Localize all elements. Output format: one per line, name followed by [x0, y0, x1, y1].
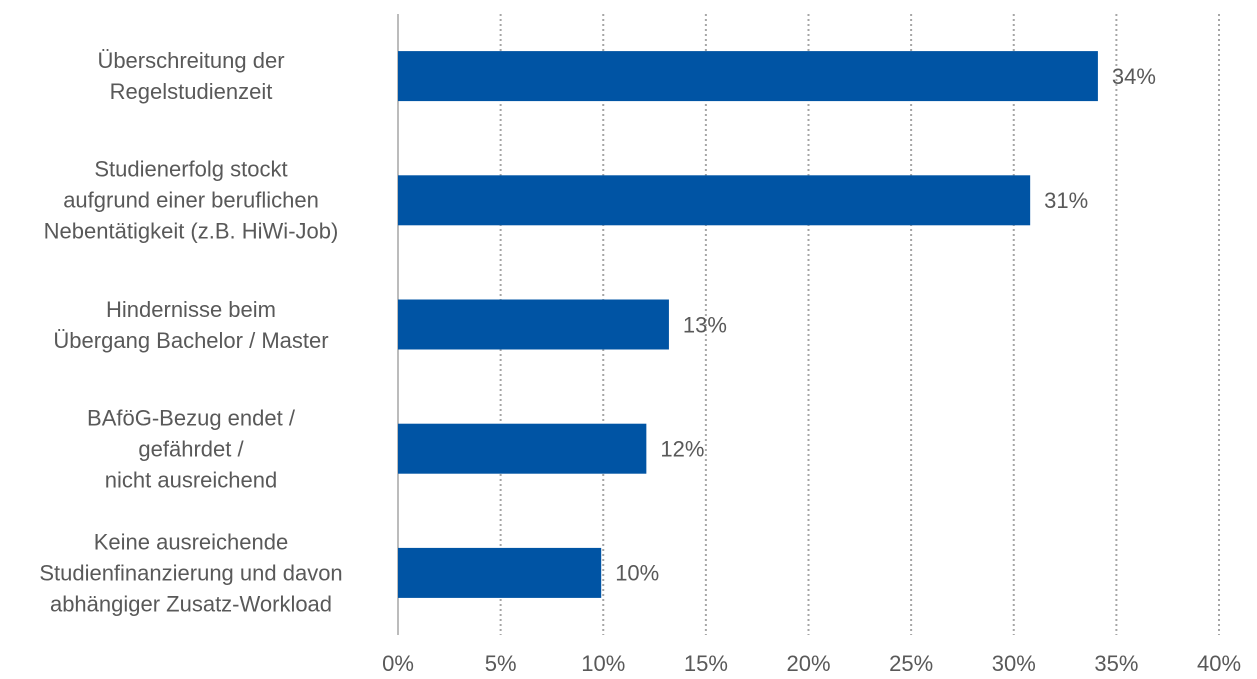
value-label: 34% — [1112, 64, 1156, 89]
value-label: 13% — [683, 312, 727, 337]
x-tick-label: 20% — [786, 651, 830, 676]
value-label: 10% — [615, 561, 659, 586]
x-tick-label: 35% — [1094, 651, 1138, 676]
x-tick-label: 25% — [889, 651, 933, 676]
x-tick-label: 15% — [684, 651, 728, 676]
x-tick-label: 0% — [382, 651, 414, 676]
category-label: Keine ausreichende Studienfinanzierung u… — [39, 529, 343, 617]
bar — [398, 423, 647, 474]
x-tick-label: 30% — [992, 651, 1036, 676]
category-label: Studienerfolg stockt aufgrund einer beru… — [43, 156, 339, 244]
bar — [398, 299, 669, 350]
category-label: Überschreitung der Regelstudienzeit — [97, 48, 285, 105]
bar — [398, 547, 602, 598]
category-label: Hindernisse beim Übergang Bachelor / Mas… — [53, 296, 329, 353]
value-label: 31% — [1044, 188, 1088, 213]
bar — [398, 175, 1031, 226]
value-label: 12% — [660, 437, 704, 462]
category-label: BAföG-Bezug endet / gefährdet / nicht au… — [87, 405, 295, 493]
x-tick-label: 10% — [581, 651, 625, 676]
x-tick-label: 40% — [1197, 651, 1241, 676]
bar — [398, 51, 1098, 102]
x-tick-label: 5% — [485, 651, 517, 676]
